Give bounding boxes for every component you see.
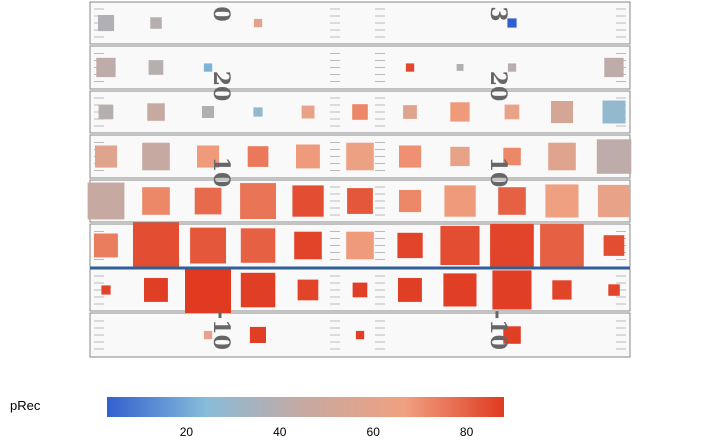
heatmap-cell (147, 103, 165, 121)
yard-number: -10 (208, 310, 234, 350)
heatmap-cell (190, 227, 226, 264)
heatmap-cell (503, 326, 521, 344)
yard-number: -10 (485, 310, 511, 350)
heatmap-cell (292, 185, 324, 217)
heatmap-cell (456, 64, 464, 71)
heatmap-cell (352, 282, 368, 298)
heatmap-cell (507, 63, 517, 72)
legend-ticks: 20 40 60 80 (180, 425, 474, 439)
heatmap-cell (450, 146, 470, 167)
heatmap-cell (602, 100, 626, 124)
heatmap-cell (545, 184, 579, 218)
heatmap-cell (551, 101, 574, 124)
heatmap-cell (294, 231, 322, 260)
heatmap-cells (87, 15, 632, 344)
field-row (89, 45, 631, 90)
heatmap-cell (253, 18, 263, 28)
heatmap-cell (552, 280, 572, 300)
heatmap-cell (596, 139, 632, 174)
legend-tick-label: 40 (273, 425, 287, 439)
heatmap-cell (87, 182, 125, 220)
yard-number: 10 (208, 157, 234, 188)
heatmap-cell (142, 142, 170, 171)
heatmap-cell (399, 190, 422, 213)
legend-color-bar (107, 397, 504, 417)
heatmap-cell (492, 270, 532, 310)
heatmap-cell (297, 279, 319, 301)
heatmap-cell (96, 57, 116, 78)
legend-tick-label: 60 (367, 425, 381, 439)
heatmap-cell (397, 232, 423, 259)
legend-tick-label: 80 (460, 425, 474, 439)
heatmap-cell (240, 183, 276, 219)
heatmap-cell (597, 184, 631, 218)
heatmap-cell (253, 107, 263, 117)
heatmap-cell (507, 18, 517, 28)
heatmap-cell (203, 63, 213, 72)
heatmap-cell (247, 146, 269, 167)
yard-number: 10 (485, 157, 511, 188)
field-row (89, 1, 631, 45)
color-legend: pRec 20 40 60 80 (10, 397, 504, 439)
heatmap-cell (604, 57, 624, 78)
heatmap-cell (240, 272, 276, 308)
yard-number: 20 (485, 71, 511, 102)
legend-title: pRec (10, 398, 41, 413)
heatmap-cell (148, 60, 164, 75)
heatmap-cell (144, 278, 168, 302)
heatmap-cell (443, 273, 477, 307)
heatmap-cell (296, 144, 320, 169)
heatmap-cell (98, 104, 114, 120)
heatmap-cell (346, 142, 374, 171)
heatmap-cell (405, 63, 415, 72)
heatmap-cell (608, 284, 620, 296)
yard-number: 3 (485, 6, 511, 21)
yard-number: 0 (208, 6, 234, 21)
heatmap-cell (202, 106, 214, 118)
legend-tick-label: 20 (180, 425, 194, 439)
heatmap-cell (95, 145, 118, 168)
heatmap-cell (98, 15, 115, 32)
heatmap-cell (240, 228, 276, 263)
heatmap-cell (352, 104, 368, 120)
heatmap-cell (142, 187, 170, 215)
heatmap-cell (399, 145, 422, 168)
heatmap-cell (249, 326, 266, 343)
heatmap-cell (503, 147, 521, 166)
heatmap-cell (301, 105, 315, 119)
heatmap-cell (504, 104, 520, 120)
heatmap-cell (203, 330, 213, 340)
heatmap-cell (444, 185, 476, 217)
heatmap-cell (347, 188, 373, 214)
heatmap-cell (498, 187, 526, 215)
heatmap-cell (194, 187, 222, 215)
heatmap-cell (346, 231, 374, 260)
heatmap-cell (133, 222, 179, 269)
heatmap-cell (548, 142, 576, 171)
heatmap-cell (540, 223, 584, 268)
heatmap-cell (398, 278, 422, 302)
heatmap-cell (490, 223, 534, 268)
heatmap-cell (101, 285, 111, 295)
heatmap-cell (403, 105, 417, 119)
heatmap-cell (94, 233, 118, 258)
heatmap-cell (440, 225, 480, 265)
field-row (89, 134, 631, 179)
field-rows (89, 1, 631, 358)
heatmap-cell (150, 17, 162, 29)
heatmap-cell (185, 267, 231, 313)
heatmap-cell (603, 235, 625, 256)
yard-number: 20 (208, 71, 234, 102)
heatmap-cell (450, 102, 470, 122)
yard-numbers: 0 3 20 20 10 10 -10 -10 (208, 6, 511, 350)
heatmap-cell (355, 330, 365, 340)
heatmap-cell (197, 145, 220, 168)
